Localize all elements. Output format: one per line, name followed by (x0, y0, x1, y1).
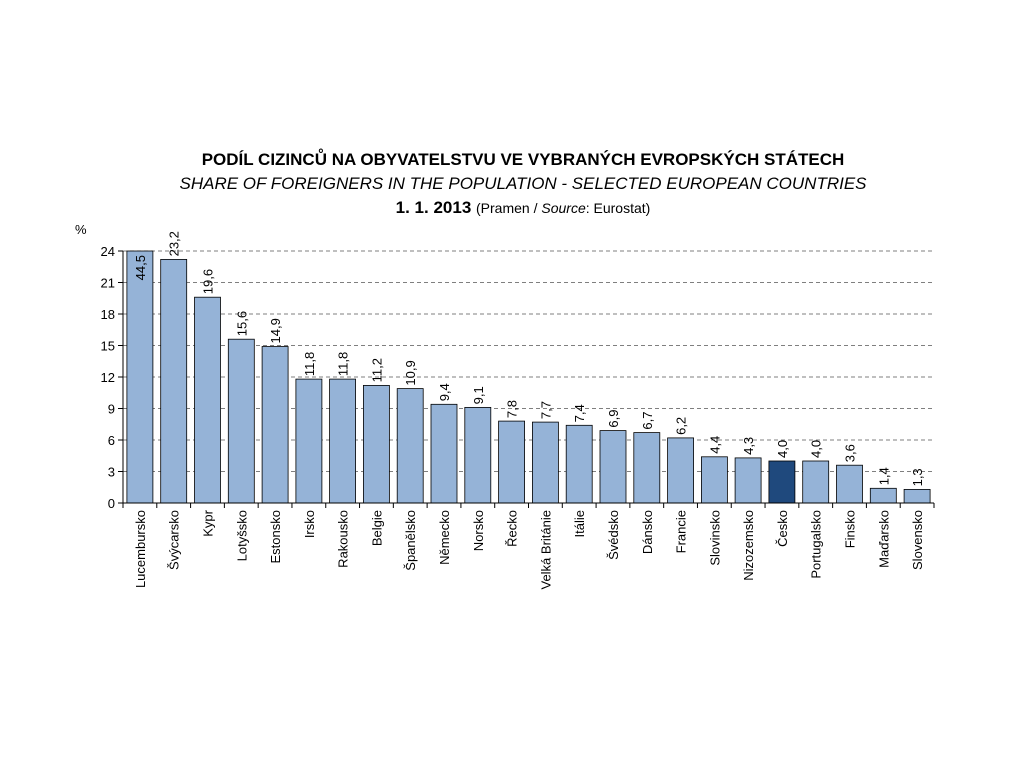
bar (227, 338, 255, 504)
x-tick-label: Maďarsko (876, 510, 891, 568)
chart-title: PODÍL CIZINCŮ NA OBYVATELSTVU VE VYBRANÝ… (201, 150, 845, 169)
x-tick-label: Řecko (505, 510, 520, 547)
bar (160, 258, 188, 504)
bar (126, 250, 154, 504)
data-label: 4,3 (741, 437, 756, 455)
bar (734, 457, 762, 504)
x-tick-label: Kypr (201, 509, 216, 536)
bar (667, 437, 694, 504)
data-label: 11,8 (336, 352, 351, 376)
chart-subtitle: SHARE OF FOREIGNERS IN THE POPULATION - … (179, 174, 867, 193)
x-tick-label: Česko (775, 510, 790, 547)
bar (532, 421, 559, 504)
data-label: 4,0 (775, 440, 790, 458)
data-label: 6,7 (640, 412, 655, 430)
data-label: 14,9 (268, 318, 283, 343)
data-label: 7,7 (538, 401, 553, 419)
bar (836, 464, 863, 504)
bar (768, 460, 796, 504)
chart-titles: PODÍL CIZINCŮ NA OBYVATELSTVU VE VYBRANÝ… (0, 148, 1024, 220)
bar (464, 406, 492, 504)
data-label: 3,6 (843, 444, 858, 462)
x-tick-label: Německo (437, 510, 452, 565)
x-tick-label: Lotyšsko (234, 510, 249, 561)
x-tick-label: Nizozemsko (741, 510, 756, 581)
data-label: 1,3 (910, 468, 925, 486)
bar (295, 378, 323, 504)
y-axis-label: % (75, 222, 87, 237)
data-label: 6,9 (606, 410, 621, 428)
x-tick-label: Lucembursko (133, 510, 148, 588)
bar (261, 346, 289, 504)
x-tick-label: Portugalsko (809, 510, 824, 579)
x-tick-label: Francie (674, 510, 689, 553)
chart-date: 1. 1. 2013 (395, 198, 472, 217)
x-tick-label: Norsko (471, 510, 486, 551)
y-tick-label: 9 (108, 402, 115, 417)
data-label: 7,8 (505, 400, 520, 418)
y-tick-label: 12 (101, 370, 115, 385)
x-tick-label: Švýcarsko (167, 510, 182, 570)
data-label: 6,2 (674, 417, 689, 435)
y-tick-label: 24 (101, 244, 115, 259)
y-tick-label: 6 (108, 433, 115, 448)
bar (802, 460, 830, 504)
y-tick-label: 18 (101, 307, 115, 322)
bar (362, 384, 390, 504)
y-tick-label: 3 (108, 465, 115, 480)
bar (701, 456, 728, 504)
bar (396, 388, 424, 504)
bar (430, 403, 458, 504)
bar (633, 432, 661, 504)
x-tick-label: Finsko (843, 510, 858, 548)
source-label: Source (541, 200, 586, 216)
source-prefix: (Pramen / (476, 200, 542, 216)
x-tick-label: Estonsko (268, 510, 283, 563)
source-suffix: : Eurostat) (585, 200, 651, 216)
data-label: 9,1 (471, 386, 486, 404)
data-label: 10,9 (403, 360, 418, 385)
bar (869, 487, 897, 504)
chart-date-source: 1. 1. 2013 (Pramen / Source: Eurostat) (0, 196, 1024, 220)
data-label: 44,5 (133, 255, 148, 280)
bar (194, 296, 221, 504)
data-label: 11,2 (369, 358, 384, 382)
bar (565, 424, 593, 504)
bar (903, 488, 931, 504)
data-label: 11,8 (302, 352, 317, 376)
x-tick-label: Belgie (369, 510, 384, 546)
x-tick-label: Španělsko (403, 510, 418, 571)
x-tick-label: Slovinsko (707, 510, 722, 566)
data-label: 4,0 (809, 440, 824, 458)
x-tick-label: Slovensko (910, 510, 925, 570)
x-tick-label: Rakousko (336, 510, 351, 568)
data-label: 9,4 (437, 383, 452, 401)
y-tick-label: 21 (101, 276, 115, 291)
y-tick-label: 0 (108, 496, 115, 511)
bar (498, 420, 526, 504)
data-label: 23,2 (167, 231, 182, 256)
y-tick-label: 15 (101, 339, 115, 354)
data-label: 15,6 (234, 311, 249, 336)
x-tick-label: Irsko (302, 510, 317, 538)
data-label: 7,4 (572, 404, 587, 422)
x-tick-label: Dánsko (640, 510, 655, 554)
data-label: 4,4 (707, 436, 722, 454)
bar (599, 430, 627, 504)
bar (329, 378, 357, 504)
data-label: 1,4 (876, 467, 891, 485)
x-tick-label: Velká Británie (538, 510, 553, 590)
data-label: 19,6 (201, 269, 216, 294)
x-tick-label: Švédsko (606, 510, 621, 560)
x-tick-label: Itálie (572, 510, 587, 537)
